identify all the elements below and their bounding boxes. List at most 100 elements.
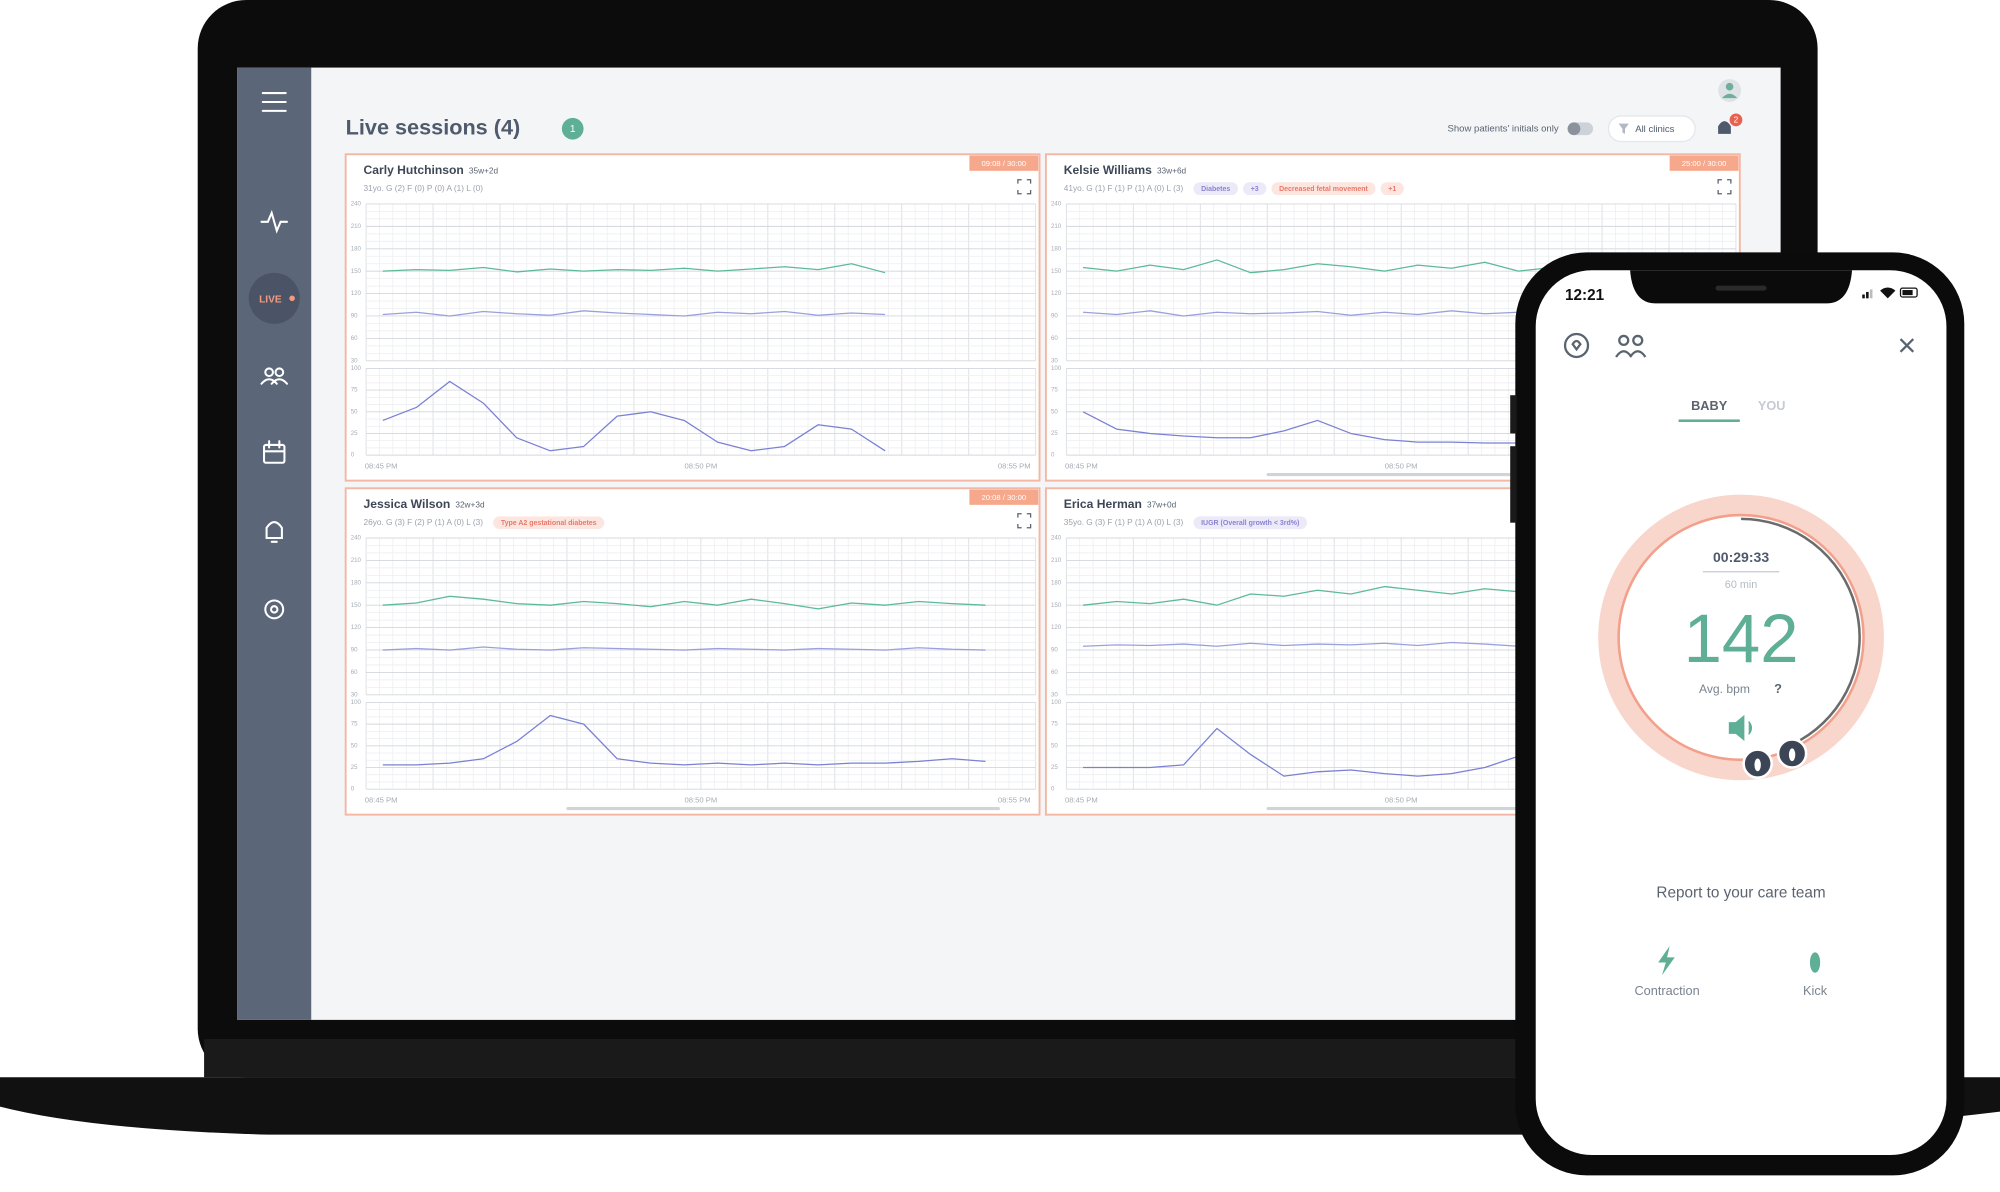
time-label: 08:55 PM xyxy=(998,796,1031,805)
bell-icon[interactable] xyxy=(265,521,283,543)
y-tick-label: 30 xyxy=(351,691,358,698)
y-tick-label: 180 xyxy=(351,245,362,252)
kick-action[interactable]: Kick xyxy=(1803,983,1828,998)
sidebar xyxy=(237,67,312,1020)
y-tick-label: 240 xyxy=(351,535,362,542)
y-tick-label: 50 xyxy=(1051,408,1058,415)
phone: 12:21 BABY YOU 00:29:33 60 min 142 Avg. … xyxy=(1510,252,1965,1176)
timer-pill xyxy=(969,155,1039,171)
laptop-base xyxy=(0,1077,2000,1135)
live-dot xyxy=(289,295,295,302)
timer: 25:00 / 30:00 xyxy=(1682,159,1727,168)
live-nav-label[interactable]: LIVE xyxy=(259,294,282,305)
patient-details: 26yo. G (3) F (2) P (1) A (0) L (3) xyxy=(364,518,484,527)
session-card[interactable]: Carly Hutchinson 35w+2d 31yo. G (2) F (0) … xyxy=(344,153,1041,482)
people-icon[interactable] xyxy=(260,367,289,385)
sound-icon[interactable] xyxy=(1728,714,1753,742)
y-tick-label: 180 xyxy=(1051,579,1062,586)
y-tick-label: 25 xyxy=(351,430,358,437)
scrollbar xyxy=(566,806,1000,811)
tag xyxy=(493,516,605,530)
initials-toggle-label: Show patients' initials only xyxy=(1447,123,1558,134)
settings-icon[interactable] xyxy=(264,599,285,620)
speaker xyxy=(1715,285,1767,291)
expand-icon[interactable] xyxy=(1017,179,1032,195)
y-tick-label: 75 xyxy=(351,721,358,728)
calendar-icon[interactable] xyxy=(263,440,286,464)
y-tick-label: 90 xyxy=(351,313,358,320)
session-card[interactable]: Jessica Wilson 32w+3d 26yo. G (3) F (2) P … xyxy=(344,487,1041,816)
fhr-trace xyxy=(382,595,986,610)
ring-glow xyxy=(1598,494,1884,781)
y-tick-label: 210 xyxy=(1051,223,1062,230)
y-tick-label: 90 xyxy=(1051,647,1058,654)
y-tick-label: 100 xyxy=(351,699,362,706)
y-tick-label: 0 xyxy=(1051,786,1055,793)
contraction-icon[interactable] xyxy=(1658,945,1675,976)
help-icon[interactable]: ? xyxy=(1774,681,1782,696)
y-tick-label: 150 xyxy=(351,602,362,609)
y-tick-label: 150 xyxy=(351,268,362,275)
y-tick-label: 180 xyxy=(351,579,362,586)
chat-heart xyxy=(1571,339,1582,352)
tag-label: +1 xyxy=(1388,186,1396,193)
chat-icon[interactable] xyxy=(1563,332,1590,359)
timer: 20:08 / 30:00 xyxy=(982,493,1027,502)
y-tick-label: 120 xyxy=(351,624,362,631)
contraction-action[interactable]: Contraction xyxy=(1634,983,1699,998)
pulse-icon[interactable] xyxy=(260,209,289,234)
clinic-filter[interactable] xyxy=(1607,115,1696,143)
menu-icon[interactable] xyxy=(261,92,287,112)
time-label: 08:45 PM xyxy=(1065,462,1098,471)
phone-top-icons[interactable] xyxy=(1563,332,1915,359)
patient-name: Kelsie Williams xyxy=(1064,163,1152,177)
y-tick-label: 90 xyxy=(1051,313,1058,320)
y-tick-label: 25 xyxy=(1051,764,1058,771)
time-label: 08:45 PM xyxy=(365,462,398,471)
time-label: 08:45 PM xyxy=(365,796,398,805)
kick-foot xyxy=(1788,748,1796,762)
y-tick-label: 100 xyxy=(1051,365,1062,372)
tag xyxy=(1271,182,1376,196)
kick-foot xyxy=(1754,758,1761,772)
y-tick-label: 120 xyxy=(1051,290,1062,297)
report-title: Report to your care team xyxy=(1656,885,1825,902)
tab-you[interactable]: YOU xyxy=(1758,398,1786,413)
filter-icon xyxy=(1618,123,1629,134)
time-label: 08:45 PM xyxy=(1065,796,1098,805)
time-label: 08:55 PM xyxy=(998,462,1031,471)
y-tick-label: 75 xyxy=(1051,721,1058,728)
team-icon[interactable] xyxy=(1618,334,1630,346)
time-label: 08:50 PM xyxy=(685,462,718,471)
y-tick-label: 210 xyxy=(351,223,362,230)
avatar-head xyxy=(1725,82,1734,91)
clinic-filter-label[interactable]: All clinics xyxy=(1635,124,1674,135)
tab-underline xyxy=(1678,419,1740,422)
close-icon[interactable] xyxy=(1899,338,1915,353)
timer: 09:08 / 30:00 xyxy=(982,159,1027,168)
notification-badge xyxy=(1729,113,1743,127)
phone-button xyxy=(1510,395,1517,434)
toco-trace xyxy=(382,380,886,452)
y-tick-label: 25 xyxy=(1051,430,1058,437)
patient-name: Jessica Wilson xyxy=(364,497,451,511)
tag xyxy=(1193,182,1238,196)
live-nav-bg[interactable] xyxy=(248,272,300,324)
patient-name: Erica Herman xyxy=(1064,497,1142,511)
tab-baby[interactable]: BABY xyxy=(1691,398,1728,413)
expand-icon[interactable] xyxy=(1017,513,1032,529)
kick-icon[interactable] xyxy=(1809,952,1821,973)
ring xyxy=(1617,513,1865,762)
y-tick-label: 60 xyxy=(351,669,358,676)
y-tick-label: 150 xyxy=(1051,268,1062,275)
y-tick-label: 240 xyxy=(1051,201,1062,208)
title-badge-text: 1 xyxy=(570,124,576,135)
elapsed-divider xyxy=(1702,571,1780,573)
expand-icon[interactable] xyxy=(1717,179,1732,195)
time-label: 08:50 PM xyxy=(685,796,718,805)
y-tick-label: 240 xyxy=(351,201,362,208)
title-badge xyxy=(561,117,584,140)
notifications-icon[interactable] xyxy=(1718,121,1731,137)
